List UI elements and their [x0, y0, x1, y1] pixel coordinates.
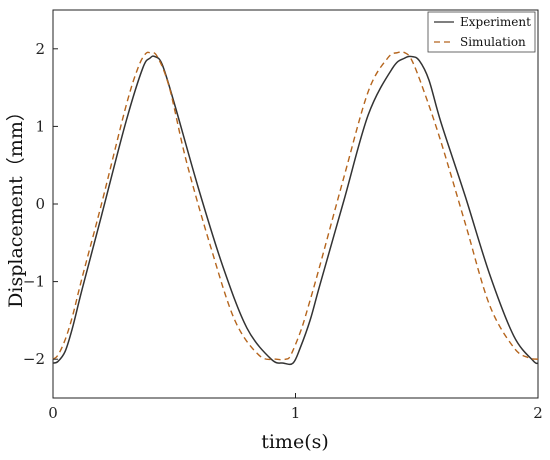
- y-tick-label: 0: [35, 195, 45, 213]
- x-tick-label: 0: [48, 404, 58, 422]
- y-tick-label: −1: [23, 273, 45, 291]
- y-tick-label: 1: [35, 117, 45, 135]
- series-layer: [52, 51, 539, 366]
- legend-label-simulation: Simulation: [460, 35, 526, 49]
- y-tick-label: 2: [35, 40, 45, 58]
- legend-box: [427, 11, 536, 53]
- series-line-experiment: [52, 55, 539, 366]
- y-tick-label: −2: [23, 350, 45, 368]
- legend: Experiment Simulation: [427, 11, 536, 53]
- plot-area: 0 1 2 −2 −1 0 1 2: [23, 9, 543, 422]
- ticks-layer: 0 1 2 −2 −1 0 1 2: [23, 40, 543, 422]
- y-axis-title: Displacement（mm）: [5, 102, 27, 308]
- series-line-simulation: [52, 51, 539, 361]
- x-tick-label: 2: [533, 404, 543, 422]
- plot-frame: [52, 9, 539, 399]
- legend-label-experiment: Experiment: [460, 15, 531, 29]
- x-axis-title: time(s): [261, 431, 329, 453]
- x-tick-label: 1: [291, 404, 301, 422]
